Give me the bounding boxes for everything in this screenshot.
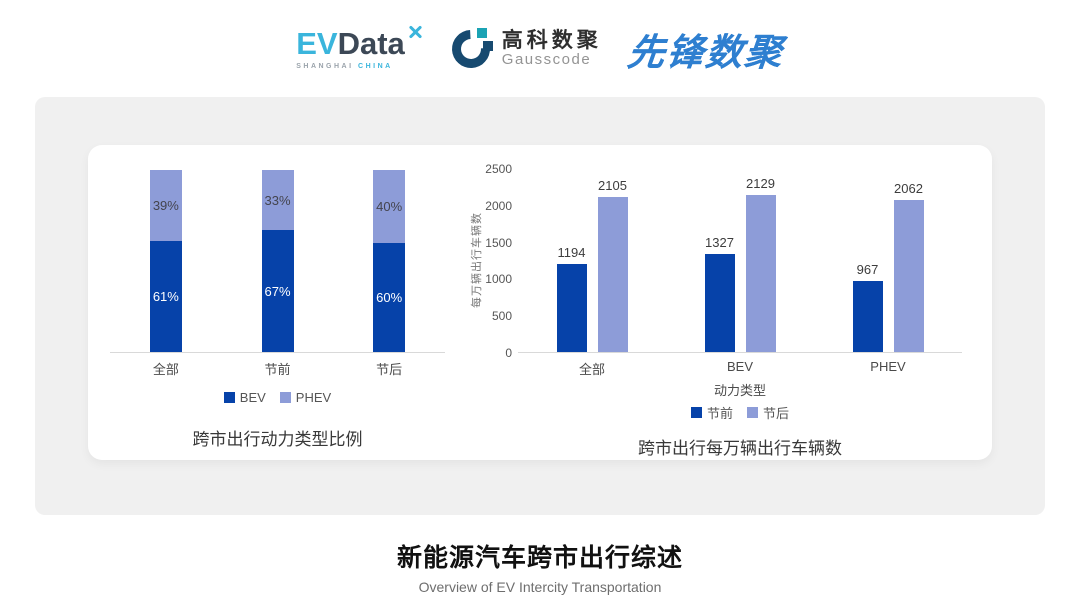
y-tick-label: 1000 [485,272,512,287]
x-axis-label: 动力类型 [713,383,766,398]
bar-segment-bev: 60% [373,242,406,352]
evdata-logo: EV Data SHANGHAI CHINA [296,24,423,70]
evdata-data-text: Data [337,25,405,61]
bar-value-label: 33% [264,192,291,208]
gausscode-wordmark: 高科数聚 Gausscode [502,29,602,69]
chart-card: 39% 61% 33% 67% 40% 60% 全部 节前 节后 BEV PHEV 跨市出行动力… [35,97,1045,515]
gausscode-logo: 高科数聚 Gausscode [443,21,602,76]
y-tick-label: 2000 [485,198,512,213]
legend-label: PHEV [295,390,332,405]
category-label: 全部 [152,362,179,377]
evdata-wordmark: EV Data [296,24,423,61]
bar [893,200,924,352]
legend-swatch [690,407,702,418]
grouped-chart-title: 跨市出行每万辆出行车辆数 [638,439,842,458]
page-title: 新能源汽车跨市出行综述 [396,544,683,572]
legend-label: BEV [239,390,266,405]
grouped-legend: 节前 节后 [518,403,962,422]
category-label: 节后 [376,362,403,377]
page-subtitle: Overview of EV Intercity Transportation [418,579,662,595]
stacked-bar: 40% 60% [373,170,406,352]
evdata-subtext: SHANGHAI CHINA [296,63,392,70]
category-label: 全部 [578,362,605,377]
bar-value-label: 40% [376,198,403,214]
grouped-categories: 全部 BEV PHEV [518,359,962,378]
gausscode-en-text: Gausscode [501,50,592,68]
y-axis-ticks: 0 500 1000 1500 2000 2500 [474,162,512,360]
bar-value-label: 2105 [598,178,627,194]
bar-group: 967 2062 [814,168,962,352]
bar-segment-phev: 39% [149,170,182,241]
stacked-bar: 33% 67% [261,170,294,352]
bar-segment-phev: 40% [373,170,406,243]
y-tick-label: 1500 [485,235,512,250]
stacked-legend: BEV PHEV [110,390,445,405]
xianfeng-logo: 先锋数聚 [625,31,786,73]
bar-value-label: 67% [264,283,291,299]
x-axis-line [518,352,962,353]
grouped-bar-chart: 每万辆出行车辆数 0 500 1000 1500 2000 2500 1194 2105 13… [460,145,992,460]
bar [556,264,587,352]
bar-value-label: 1327 [705,235,734,251]
stacked-bar: 39% 61% [149,170,182,352]
evdata-shanghai-text: SHANGHAI [296,62,354,70]
bar-with-label: 1194 [556,168,587,352]
bar-value-label: 2129 [746,176,775,192]
legend-item: BEV [223,390,266,405]
gausscode-g-icon [443,21,498,76]
legend-item: 节前 [690,403,733,422]
stacked-chart-title: 跨市出行动力类型比例 [192,430,363,449]
evdata-ev-text: EV [296,25,338,61]
bar-value-label: 39% [152,197,179,213]
legend-swatch [747,407,758,418]
stacked-categories: 全部 节前 节后 [110,359,445,378]
legend-item: PHEV [279,390,332,405]
bar-segment-phev: 33% [261,170,294,231]
legend-swatch [279,392,291,403]
bar-value-label: 60% [376,289,403,305]
x-axis-line [110,352,445,353]
stacked-bar-column: 39% 61% [110,170,222,352]
legend-label: 节前 [706,406,733,421]
y-tick-label: 500 [491,309,512,324]
bar-with-label: 967 [852,168,883,352]
bar-value-label: 61% [152,288,179,304]
header: EV Data SHANGHAI CHINA 高科数聚 Gausscode 先锋… [0,0,1080,97]
bar [852,280,883,352]
bar-segment-bev: 61% [149,240,182,352]
category-label: 节前 [264,362,291,377]
bar-with-label: 1327 [704,168,735,352]
bar [745,195,776,352]
bar-segment-bev: 67% [261,230,294,352]
bar-value-label: 967 [856,261,879,277]
bar-group: 1327 2129 [666,168,814,352]
category-label: BEV [726,359,753,374]
stacked-bar-chart: 39% 61% 33% 67% 40% 60% 全部 节前 节后 BEV PHEV 跨市出行动力… [88,145,460,460]
stacked-bar-column: 40% 60% [333,170,445,352]
evdata-star-icon [407,24,423,40]
bar-with-label: 2062 [893,168,924,352]
grouped-plot: 1194 2105 1327 2129 967 2062 [518,168,962,352]
legend-label: 节后 [763,406,790,421]
bar-value-label: 1194 [557,245,586,261]
y-tick-label: 2500 [485,162,512,176]
gausscode-cn-text: 高科数聚 [501,28,602,52]
stacked-plot: 39% 61% 33% 67% 40% 60% [110,170,445,352]
category-label: PHEV [870,359,906,374]
bar-with-label: 2105 [597,168,628,352]
stacked-bar-column: 33% 67% [222,170,334,352]
bar-group: 1194 2105 [518,168,666,352]
bar [704,254,735,352]
y-tick-label: 0 [505,346,512,360]
bar-with-label: 2129 [745,168,776,352]
bar-value-label: 2062 [894,181,923,197]
bar [597,197,628,352]
legend-swatch [223,392,235,403]
chart-panel: 39% 61% 33% 67% 40% 60% 全部 节前 节后 BEV PHEV 跨市出行动力… [88,145,992,460]
footer: 新能源汽车跨市出行综述 Overview of EV Intercity Tra… [0,515,1080,595]
legend-item: 节后 [747,403,789,422]
evdata-china-text: CHINA [358,62,393,70]
